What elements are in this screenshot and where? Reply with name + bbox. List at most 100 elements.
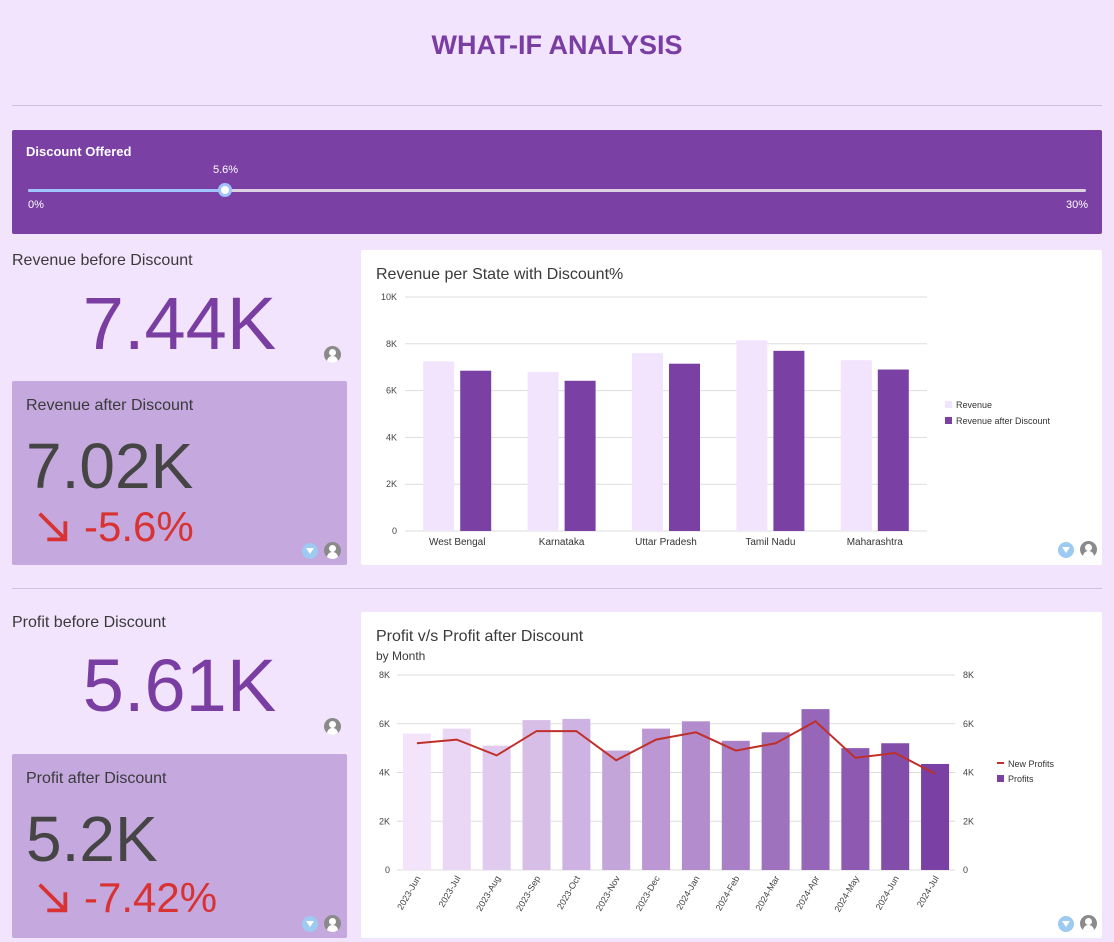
series-line <box>416 720 936 775</box>
x-tick-label: Karnataka <box>539 537 585 548</box>
top-divider <box>12 105 1102 106</box>
person-icon[interactable] <box>324 346 341 363</box>
y2-tick-label: 2K <box>963 816 974 826</box>
x-tick-label: 2023-Sep <box>514 874 542 913</box>
person-icon[interactable] <box>1080 915 1097 932</box>
x-tick-label: 2023-Nov <box>594 874 622 913</box>
chart-subtitle: by Month <box>376 649 426 663</box>
legend-swatch <box>945 417 952 424</box>
person-icon[interactable] <box>324 718 341 735</box>
bar <box>681 721 710 870</box>
bar <box>721 740 750 870</box>
bar <box>840 360 872 531</box>
x-tick-label: 2024-Mar <box>753 874 781 912</box>
revenue-before-value: 7.44K <box>82 282 277 365</box>
bar <box>801 709 830 870</box>
y-tick-label: 2K <box>379 816 390 826</box>
y-tick-label: 6K <box>379 719 390 729</box>
discount-slider-panel: Discount Offered 5.6% 0% 30% <box>12 130 1102 234</box>
discount-slider[interactable] <box>28 183 1086 197</box>
profit-before-value: 5.61K <box>82 644 277 727</box>
x-tick-label: Uttar Pradesh <box>635 537 697 548</box>
revenue-after-card: Revenue after Discount 7.02K -5.6% <box>12 381 347 565</box>
x-tick-label: 2023-Jul <box>437 874 463 909</box>
y2-tick-label: 8K <box>963 670 974 680</box>
x-tick-label: 2024-Jun <box>874 874 901 912</box>
legend-label: New Profits <box>1008 759 1055 769</box>
bar <box>527 371 559 531</box>
page-title: WHAT-IF ANALYSIS <box>431 30 683 60</box>
x-tick-label: 2023-Oct <box>555 874 582 911</box>
y-tick-label: 0 <box>392 526 397 536</box>
revenue-before-label: Revenue before Discount <box>12 252 193 269</box>
bar <box>841 748 870 870</box>
profit-after-label: Profit after Discount <box>26 770 167 787</box>
chart-title: Profit v/s Profit after Discount <box>376 628 584 645</box>
chart-title: Revenue per State with Discount% <box>376 266 624 283</box>
y2-tick-label: 6K <box>963 719 974 729</box>
bar <box>562 718 591 870</box>
y-tick-label: 6K <box>386 386 397 396</box>
slider-thumb[interactable] <box>218 183 233 197</box>
bar <box>632 353 663 531</box>
bar <box>482 745 511 870</box>
bar <box>564 380 596 531</box>
bar <box>522 720 551 870</box>
x-tick-label: West Bengal <box>429 537 486 548</box>
bar <box>669 363 700 531</box>
bar <box>736 340 768 531</box>
x-tick-label: Maharashtra <box>847 537 904 548</box>
x-tick-label: 2024-May <box>832 874 861 914</box>
y2-tick-label: 4K <box>963 768 974 778</box>
bar <box>773 350 805 531</box>
revenue-state-chart-card: Revenue per State with Discount% 0 2K 4K 6K… <box>361 250 1102 565</box>
y-tick-label: 4K <box>386 432 397 442</box>
revenue-delta: -5.6% <box>34 503 194 551</box>
revenue-after-value: 7.02K <box>26 430 194 502</box>
slider-value-label: 5.6% <box>212 164 239 176</box>
slider-min-label: 0% <box>28 199 44 211</box>
person-icon[interactable] <box>324 915 341 932</box>
x-tick-label: Tamil Nadu <box>745 537 795 548</box>
slider-label: Discount Offered <box>26 144 132 159</box>
x-tick-label: 2023-Dec <box>634 874 662 913</box>
revenue-state-chart: 0 2K 4K 6K 8K 10K West Bengal Karnataka Uttar Pr… <box>381 292 1051 548</box>
bar <box>602 750 631 870</box>
bar <box>460 370 492 531</box>
profit-month-chart: 0 0 2K 2K 4K 4K 6K 6K 8K 8K 2023-Jun 2023-Jul 2023-A… <box>379 670 1055 914</box>
y-tick-label: 8K <box>386 339 397 349</box>
y2-tick-label: 0 <box>963 865 968 875</box>
x-tick-label: 2023-Aug <box>474 874 502 913</box>
arrow-down-right-icon <box>38 883 68 913</box>
profit-delta-value: -7.42% <box>84 874 218 921</box>
bar <box>402 733 431 870</box>
bar <box>423 361 455 531</box>
x-tick-label: 2024-Jul <box>915 874 941 909</box>
slider-max-label: 30% <box>1065 199 1088 211</box>
filter-icon[interactable] <box>1058 542 1074 558</box>
y-tick-label: 4K <box>379 768 390 778</box>
revenue-delta-value: -5.6% <box>84 503 194 550</box>
bar <box>877 369 909 531</box>
filter-icon[interactable] <box>302 543 318 559</box>
y-tick-label: 10K <box>381 292 397 302</box>
bar <box>642 728 671 870</box>
filter-icon[interactable] <box>1058 916 1074 932</box>
profit-delta: -7.42% <box>34 874 217 922</box>
profit-month-chart-card: Profit v/s Profit after Discount by Mont… <box>361 612 1102 938</box>
y-tick-label: 0 <box>385 865 390 875</box>
profit-after-value: 5.2K <box>26 803 158 875</box>
x-tick-label: 2023-Jun <box>395 874 422 912</box>
legend-label: Revenue after Discount <box>956 416 1051 426</box>
filter-icon[interactable] <box>302 916 318 932</box>
x-tick-label: 2024-Apr <box>794 874 821 911</box>
person-icon[interactable] <box>1080 541 1097 558</box>
bar <box>921 763 950 870</box>
y-tick-label: 2K <box>386 479 397 489</box>
bar <box>442 728 471 870</box>
slider-fill <box>28 189 226 192</box>
profit-before-label: Profit before Discount <box>12 614 166 631</box>
person-icon[interactable] <box>324 542 341 559</box>
x-tick-label: 2024-Feb <box>714 874 742 912</box>
x-tick-label: 2024-Jan <box>674 874 701 912</box>
